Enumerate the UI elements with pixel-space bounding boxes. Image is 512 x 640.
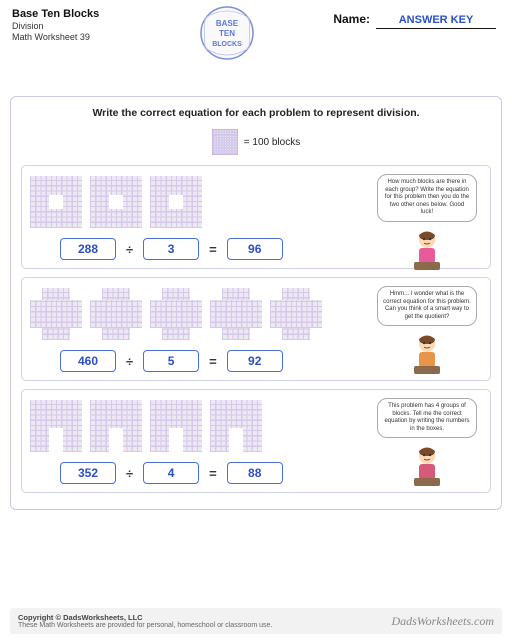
speech-bubble: How much blocks are there in each group?… (377, 174, 477, 222)
block-group (150, 400, 202, 452)
dividend-box: 460 (60, 350, 116, 372)
character: How much blocks are there in each group?… (372, 174, 482, 272)
quotient-box: 96 (227, 238, 283, 260)
brand-text: DadsWorksheets.com (391, 614, 494, 629)
block-group (30, 288, 82, 340)
divide-op: ÷ (126, 354, 133, 369)
block-group (270, 288, 322, 340)
divisor-box: 4 (143, 462, 199, 484)
logo-badge: BASE TEN BLOCKS (200, 6, 254, 60)
name-field: Name: ANSWER KEY (333, 12, 496, 29)
logo-line-2: TEN (219, 29, 235, 38)
legend-block-icon (212, 129, 238, 155)
divisor-box: 5 (143, 350, 199, 372)
problem-1: How much blocks are there in each group?… (21, 165, 491, 269)
character: This problem has 4 groups of blocks. Tel… (372, 398, 482, 488)
copyright-note: These Math Worksheets are provided for p… (18, 622, 272, 629)
block-group (150, 288, 202, 340)
block-group (210, 400, 262, 452)
speech-bubble: Hmm... I wonder what is the correct equa… (377, 286, 477, 326)
name-label: Name: (333, 12, 370, 26)
block-group (210, 288, 262, 340)
logo-line-3: BLOCKS (212, 41, 242, 48)
divide-op: ÷ (126, 466, 133, 481)
block-group (90, 288, 142, 340)
instruction-text: Write the correct equation for each prob… (21, 107, 491, 119)
person-icon (404, 226, 450, 272)
block-group (150, 176, 202, 228)
quotient-box: 92 (227, 350, 283, 372)
main-panel: Write the correct equation for each prob… (10, 96, 502, 510)
block-group (90, 176, 142, 228)
problems-container: How much blocks are there in each group?… (21, 165, 491, 493)
character: Hmm... I wonder what is the correct equa… (372, 286, 482, 376)
equals-op: = (209, 242, 217, 257)
person-icon (404, 330, 450, 376)
divide-op: ÷ (126, 242, 133, 257)
quotient-box: 88 (227, 462, 283, 484)
equals-op: = (209, 466, 217, 481)
block-group (30, 400, 82, 452)
legend: = 100 blocks (21, 129, 491, 155)
answer-key-text: ANSWER KEY (376, 14, 496, 29)
problem-2: Hmm... I wonder what is the correct equa… (21, 277, 491, 381)
problem-3: This problem has 4 groups of blocks. Tel… (21, 389, 491, 493)
legend-text: = 100 blocks (244, 137, 300, 148)
block-group (90, 400, 142, 452)
copyright-line: Copyright © DadsWorksheets, LLC (18, 613, 272, 622)
header: Base Ten Blocks Division Math Worksheet … (0, 0, 512, 46)
footer: Copyright © DadsWorksheets, LLC These Ma… (10, 608, 502, 634)
dividend-box: 352 (60, 462, 116, 484)
logo-line-1: BASE (216, 19, 239, 28)
dividend-box: 288 (60, 238, 116, 260)
copyright: Copyright © DadsWorksheets, LLC These Ma… (18, 613, 272, 629)
equals-op: = (209, 354, 217, 369)
speech-bubble: This problem has 4 groups of blocks. Tel… (377, 398, 477, 438)
divisor-box: 3 (143, 238, 199, 260)
person-icon (404, 442, 450, 488)
block-group (30, 176, 82, 228)
worksheet-number: Math Worksheet 39 (12, 32, 500, 42)
